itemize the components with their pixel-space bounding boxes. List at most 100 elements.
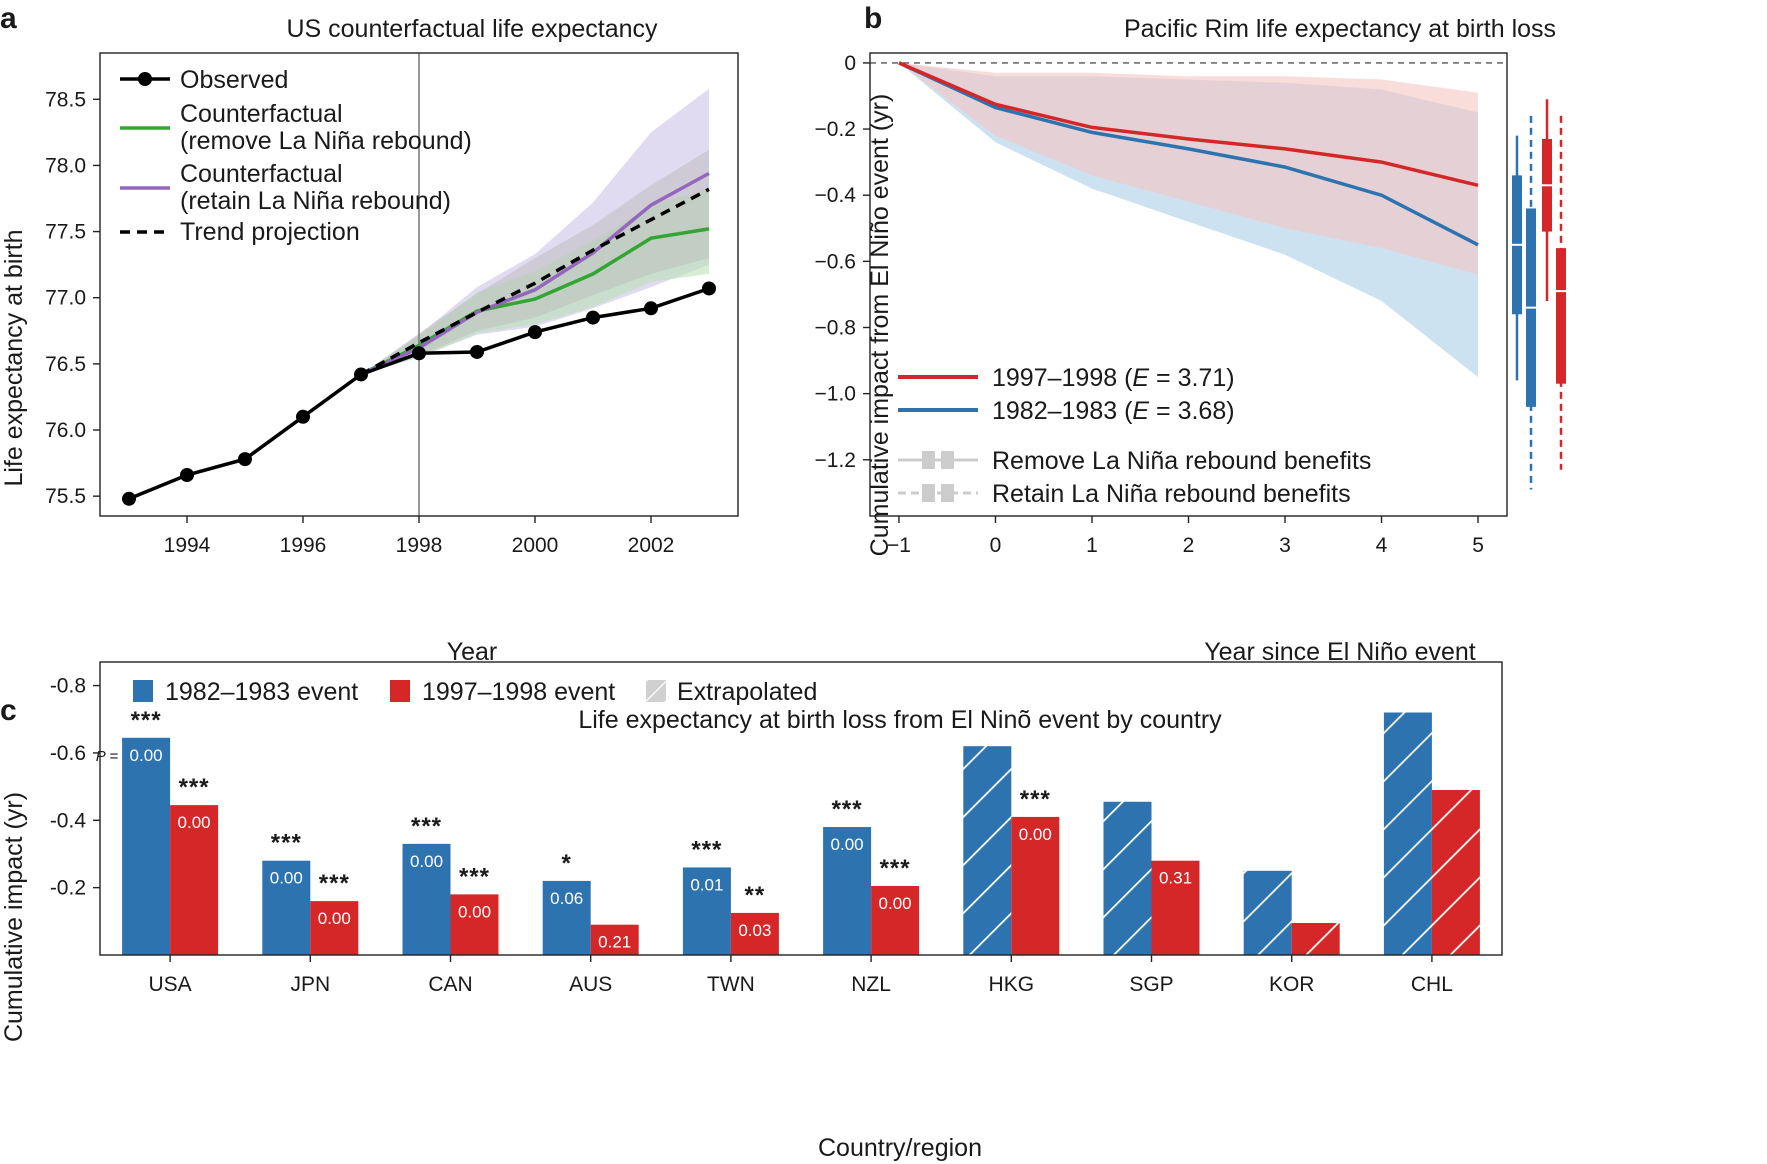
x-tick-label: 1996 <box>280 534 327 557</box>
category-label-hkg: HKG <box>989 973 1035 996</box>
x-tick-label: 1998 <box>396 534 443 557</box>
bar-nzl-1997 <box>871 885 920 955</box>
observed-point <box>354 367 368 382</box>
significance-stars: *** <box>1020 786 1051 813</box>
category-label-aus: AUS <box>569 973 612 996</box>
legend-label-1982: 1982–1983 event <box>165 678 358 706</box>
category-label-nzl: NZL <box>851 973 891 996</box>
p-value-label: 0.00 <box>458 902 491 921</box>
panel-label-a: a <box>0 2 17 35</box>
bar-twn-1982 <box>682 867 731 955</box>
legend-label-retain-2: (retain La Niña rebound) <box>180 187 451 215</box>
p-value-label: 0.00 <box>1019 825 1052 844</box>
x-tick-label: 2000 <box>512 534 559 557</box>
category-label-kor: KOR <box>1269 973 1315 996</box>
legend-label-1997: 1997–1998 (E = 3.71) <box>992 364 1235 392</box>
chart-c: 0.00 *** 0.00 *** 0.00 *** 0.06 * 0.01 *** 0.00 ***… <box>50 661 1503 996</box>
legend-box <box>922 484 935 502</box>
band-trend <box>361 149 709 375</box>
x-tick-label: 2002 <box>628 534 675 557</box>
bar-kor-1982 <box>1243 870 1292 955</box>
legend-box <box>941 484 954 502</box>
category-label-usa: USA <box>149 973 192 996</box>
significance-stars: *** <box>179 774 210 801</box>
x-tick-label: 4 <box>1376 534 1388 557</box>
observed-point <box>296 409 310 424</box>
x-tick-label: 5 <box>1472 534 1484 557</box>
x-tick-label: 1 <box>1086 534 1098 557</box>
bar-nzl-1982 <box>823 827 872 955</box>
bar-can-1997 <box>450 894 499 955</box>
bar-twn-1997 <box>730 912 779 955</box>
line-1982 <box>898 61 1479 247</box>
plot-frame <box>99 661 1503 956</box>
bar-can-1982 <box>402 843 451 955</box>
significance-stars: * <box>562 850 572 877</box>
bar-aus-1982 <box>542 880 591 955</box>
significance-stars: *** <box>131 707 162 734</box>
chart-a-title: US counterfactual life expectancy <box>286 15 658 43</box>
chart-b: −1 0 1 2 3 4 5 0 −0.2 −0.4 −0.6 −0.8 −1.0 −1.2 1997–19… <box>815 52 1566 557</box>
chart-c-title: Life expectancy at birth loss from El Ni… <box>578 706 1222 734</box>
y-tick-label: 78.5 <box>45 88 86 111</box>
p-value-label: 0.03 <box>738 921 771 940</box>
y-tick-label: −1.0 <box>815 383 856 406</box>
y-tick-label: 78.0 <box>45 154 86 177</box>
band-1997 <box>899 62 1478 275</box>
bar-usa-1997 <box>170 805 219 955</box>
legend-box <box>922 451 935 469</box>
x-tick-label: 2 <box>1183 534 1195 557</box>
legend-label-1997: 1997–1998 event <box>422 678 615 706</box>
y-tick-label: 0 <box>844 52 856 75</box>
line-trend <box>360 187 710 377</box>
legend-label-remove: Counterfactual <box>180 100 343 128</box>
category-label-sgp: SGP <box>1129 973 1173 996</box>
p-value-label: 0.01 <box>690 875 723 894</box>
significance-stars: *** <box>411 813 442 840</box>
y-tick-label: 77.5 <box>45 221 86 244</box>
p-value-label: 0.00 <box>178 813 211 832</box>
chart-a: 1994 1996 1998 2000 2002 75.5 76.0 76.5 77.0 77.5… <box>45 52 739 557</box>
y-tick-label: -0.8 <box>50 675 86 698</box>
y-tick-label: −0.6 <box>815 250 856 273</box>
observed-point <box>528 325 542 340</box>
p-value-label: 0.00 <box>879 894 912 913</box>
legend-label-remove: Remove La Niña rebound benefits <box>992 447 1371 475</box>
y-tick-label: 77.0 <box>45 287 86 310</box>
observed-point <box>122 491 136 506</box>
legend-label-trend: Trend projection <box>180 218 360 246</box>
bar-sgp-1997 <box>1151 860 1200 955</box>
legend-swatch-1982 <box>133 680 153 702</box>
bar-chl-1997 <box>1431 789 1480 955</box>
observed-point <box>238 452 252 467</box>
bar-usa-1982 <box>122 737 171 955</box>
y-tick-label: −1.2 <box>815 449 856 472</box>
bar-kor-1997 <box>1291 923 1340 955</box>
bar-jpn-1997 <box>310 901 359 955</box>
bar-jpn-1982 <box>262 860 311 955</box>
observed-point <box>180 467 194 482</box>
significance-stars: *** <box>271 830 302 857</box>
significance-stars: *** <box>319 870 350 897</box>
legend-label-retain: Retain La Niña rebound benefits <box>992 480 1351 508</box>
line-remove <box>360 227 710 377</box>
observed-point <box>470 344 484 359</box>
p-value-label: 0.00 <box>410 852 443 871</box>
y-tick-label: −0.4 <box>815 184 857 207</box>
legend-label-extrapolated: Extrapolated <box>677 678 817 706</box>
chart-c-ylabel: Cumulative impact (yr) <box>0 792 28 1042</box>
legend-label-1982: 1982–1983 (E = 3.68) <box>992 397 1235 425</box>
x-tick-label: −1 <box>887 534 911 557</box>
category-label-can: CAN <box>428 973 472 996</box>
p-value-label: 0.00 <box>130 746 163 765</box>
observed-point <box>412 346 426 361</box>
p-value-label: 0.31 <box>1159 869 1192 888</box>
p-value-label: 0.00 <box>270 869 303 888</box>
bar-hkg-1997 <box>1011 816 1060 955</box>
y-tick-label: -0.6 <box>50 742 86 765</box>
x-tick-label: 0 <box>990 534 1002 557</box>
y-tick-label: 76.5 <box>45 353 86 376</box>
p-value-label: 0.06 <box>550 889 583 908</box>
legend-swatch-1997 <box>390 680 410 702</box>
